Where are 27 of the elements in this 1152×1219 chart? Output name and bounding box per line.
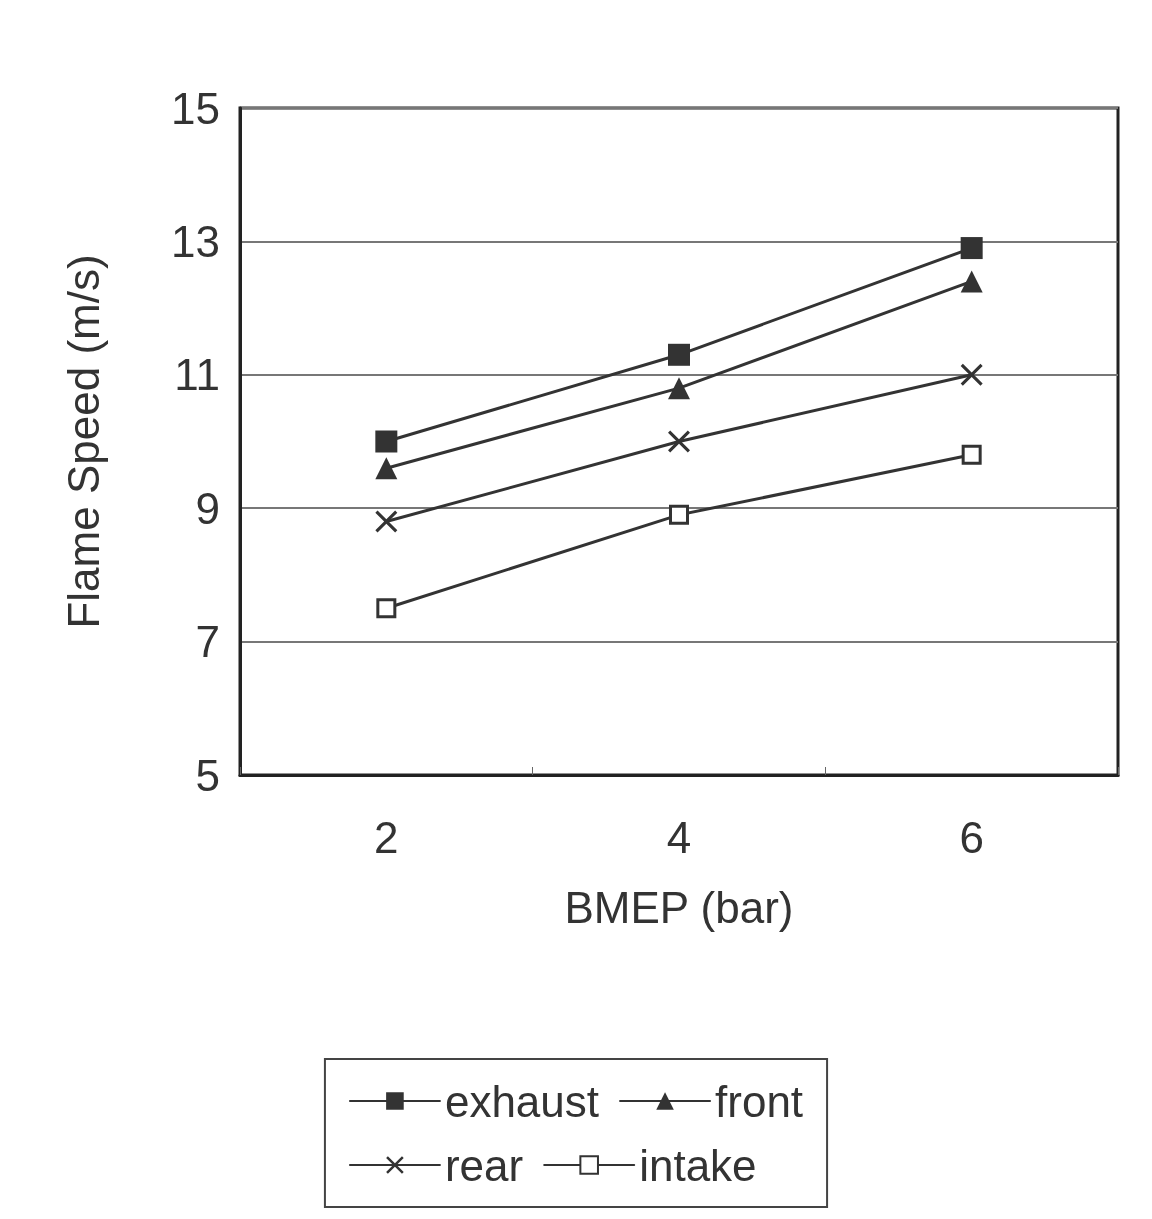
x-tick-label: 4	[666, 812, 692, 862]
y-tick-label: 13	[171, 216, 220, 266]
point	[375, 457, 398, 480]
y-tick-label: 7	[195, 617, 220, 667]
x-tick-label: 2	[374, 812, 399, 862]
y-axis-title: Flame Speed (m/s)	[58, 254, 108, 629]
point	[668, 430, 690, 453]
y-tick-label: 5	[195, 750, 220, 800]
point	[668, 377, 690, 400]
point	[375, 510, 398, 533]
point	[375, 430, 398, 453]
legend-label: exhaust	[444, 1076, 600, 1126]
legend-label: rear	[444, 1140, 524, 1190]
point	[961, 444, 982, 465]
point	[960, 363, 983, 386]
legend-label: front	[715, 1076, 804, 1126]
y-tick-label: 15	[171, 83, 220, 133]
x-axis-title: BMEP (bar)	[564, 882, 794, 932]
x-tick-label: 6	[959, 812, 984, 862]
legend-label: intake	[639, 1140, 757, 1190]
point	[668, 343, 690, 366]
point	[669, 504, 689, 525]
y-tick-label: 9	[195, 483, 220, 533]
point	[960, 270, 983, 293]
point	[376, 598, 397, 619]
y-tick-label: 11	[174, 350, 220, 400]
point	[960, 237, 983, 260]
